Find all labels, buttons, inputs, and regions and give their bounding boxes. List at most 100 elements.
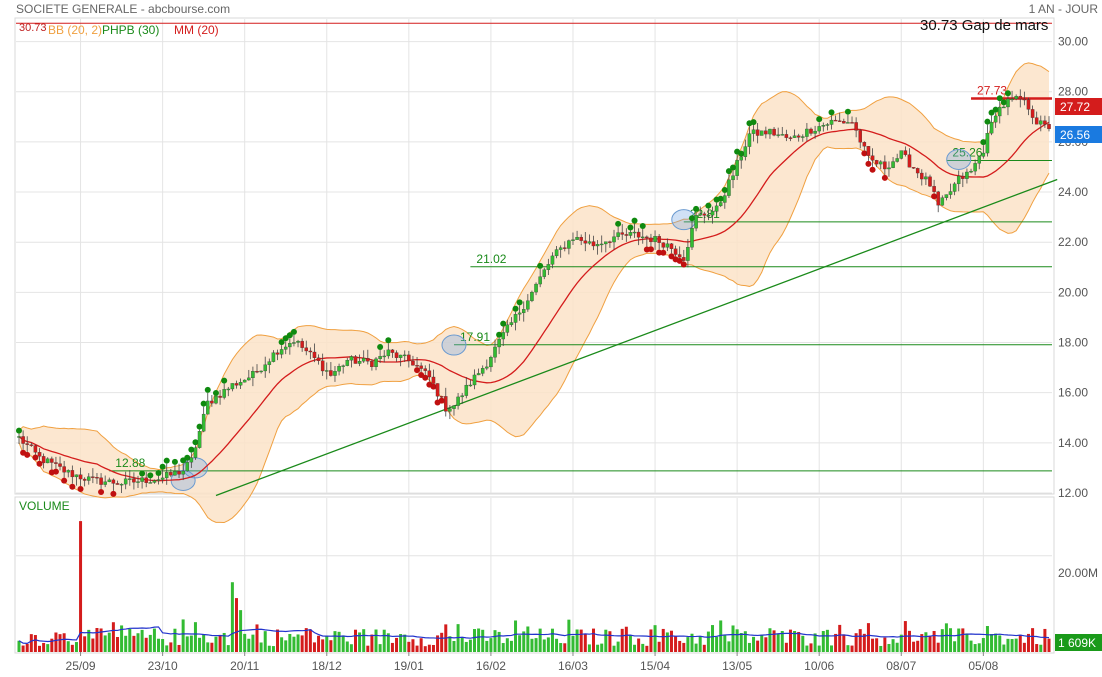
price-tick-label: 14.00 xyxy=(1058,436,1088,450)
candle-body xyxy=(107,479,112,482)
last-price-badge: 26.56 xyxy=(1055,126,1102,143)
volume-bar xyxy=(891,639,895,652)
volume-bar xyxy=(990,633,994,652)
phpb-dot xyxy=(171,458,178,465)
date-tick-label: 19/01 xyxy=(394,659,424,673)
volume-bar xyxy=(698,636,702,652)
candle-body xyxy=(210,400,214,404)
candle-body xyxy=(801,136,805,138)
trend-line xyxy=(215,178,1058,497)
candle-body xyxy=(132,478,136,483)
last-volume-badge: 1 609K xyxy=(1055,634,1102,651)
candle-body xyxy=(460,395,464,398)
volume-bar xyxy=(961,628,965,652)
volume-bar xyxy=(907,630,911,652)
date-tick-label: 23/10 xyxy=(148,659,178,673)
candle-body xyxy=(739,156,743,161)
candle-body xyxy=(932,186,936,192)
volume-bar xyxy=(74,642,78,652)
phpb-dot xyxy=(996,95,1003,102)
candle-body xyxy=(185,461,189,472)
phpb-dot xyxy=(660,249,667,256)
volume-bar xyxy=(546,637,550,652)
volume-bar xyxy=(148,634,152,652)
candle-body xyxy=(969,170,973,173)
phpb-dot xyxy=(865,160,872,167)
volume-bar xyxy=(793,630,797,652)
volume-bar xyxy=(579,629,583,652)
volume-bar xyxy=(764,637,768,652)
phpb-dot xyxy=(36,460,43,467)
volume-bar xyxy=(998,635,1002,652)
candle-body xyxy=(29,444,34,446)
candle-body xyxy=(357,361,362,364)
candle-body xyxy=(501,332,505,340)
phpb-dot xyxy=(110,490,117,497)
candle-body xyxy=(390,349,395,353)
candle-body xyxy=(275,352,280,355)
candle-body xyxy=(735,160,739,176)
candle-body xyxy=(382,355,386,358)
volume-title: VOLUME xyxy=(19,499,70,513)
volume-bar xyxy=(251,634,255,652)
candle-body xyxy=(230,383,235,390)
phpb-dot xyxy=(221,377,228,384)
volume-bar xyxy=(472,629,476,652)
volume-bar xyxy=(120,625,124,652)
date-tick-label: 13/05 xyxy=(722,659,752,673)
volume-bar xyxy=(189,635,193,652)
candle-body xyxy=(476,373,481,376)
candle-body xyxy=(41,456,46,464)
candle-body xyxy=(325,370,329,372)
phpb-dot xyxy=(881,174,888,181)
volume-bar xyxy=(308,629,312,652)
candle-body xyxy=(128,478,132,480)
volume-bar xyxy=(932,630,936,652)
volume-bar xyxy=(957,628,961,652)
candle-body xyxy=(928,176,932,187)
volume-bar xyxy=(752,636,756,652)
volume-bar xyxy=(247,638,251,652)
candle-body xyxy=(542,269,547,277)
candle-body xyxy=(341,365,345,367)
volume-bar xyxy=(661,628,665,652)
phpb-dot xyxy=(725,168,732,175)
volume-bar xyxy=(981,638,985,652)
candle-body xyxy=(411,360,415,366)
phpb-dot xyxy=(204,386,211,393)
phpb-dot xyxy=(188,446,195,453)
candle-body xyxy=(567,240,571,249)
candle-body xyxy=(337,366,341,372)
candle-body xyxy=(883,161,887,170)
candle-body xyxy=(673,248,678,255)
volume-bar xyxy=(600,643,604,652)
volume-bar xyxy=(325,636,329,652)
volume-bar xyxy=(280,637,284,652)
candle-body xyxy=(201,413,206,432)
phpb-dot xyxy=(537,262,544,269)
candle-body xyxy=(374,358,378,368)
candle-body xyxy=(538,276,542,285)
volume-bar xyxy=(809,643,813,652)
candle-body xyxy=(251,371,255,379)
volume-bar xyxy=(969,640,973,652)
candle-body xyxy=(702,213,707,216)
volume-bar xyxy=(628,635,632,652)
volume-bar xyxy=(399,634,403,652)
volume-bar xyxy=(534,638,538,652)
candle-body xyxy=(66,470,70,473)
volume-bar xyxy=(374,629,378,652)
period-label: 1 AN - JOUR xyxy=(1029,2,1099,16)
bollinger-band xyxy=(18,62,1050,524)
phpb-dot xyxy=(631,217,638,224)
volume-bar xyxy=(509,640,513,652)
candle-body xyxy=(489,357,493,368)
candle-body xyxy=(768,128,772,135)
phpb-dot xyxy=(861,150,868,157)
volume-bar xyxy=(854,633,858,652)
volume-bar xyxy=(973,644,977,652)
volume-bar xyxy=(1031,628,1035,652)
volume-bar xyxy=(530,638,534,652)
candle-body xyxy=(152,480,157,483)
volume-bar xyxy=(514,620,518,652)
